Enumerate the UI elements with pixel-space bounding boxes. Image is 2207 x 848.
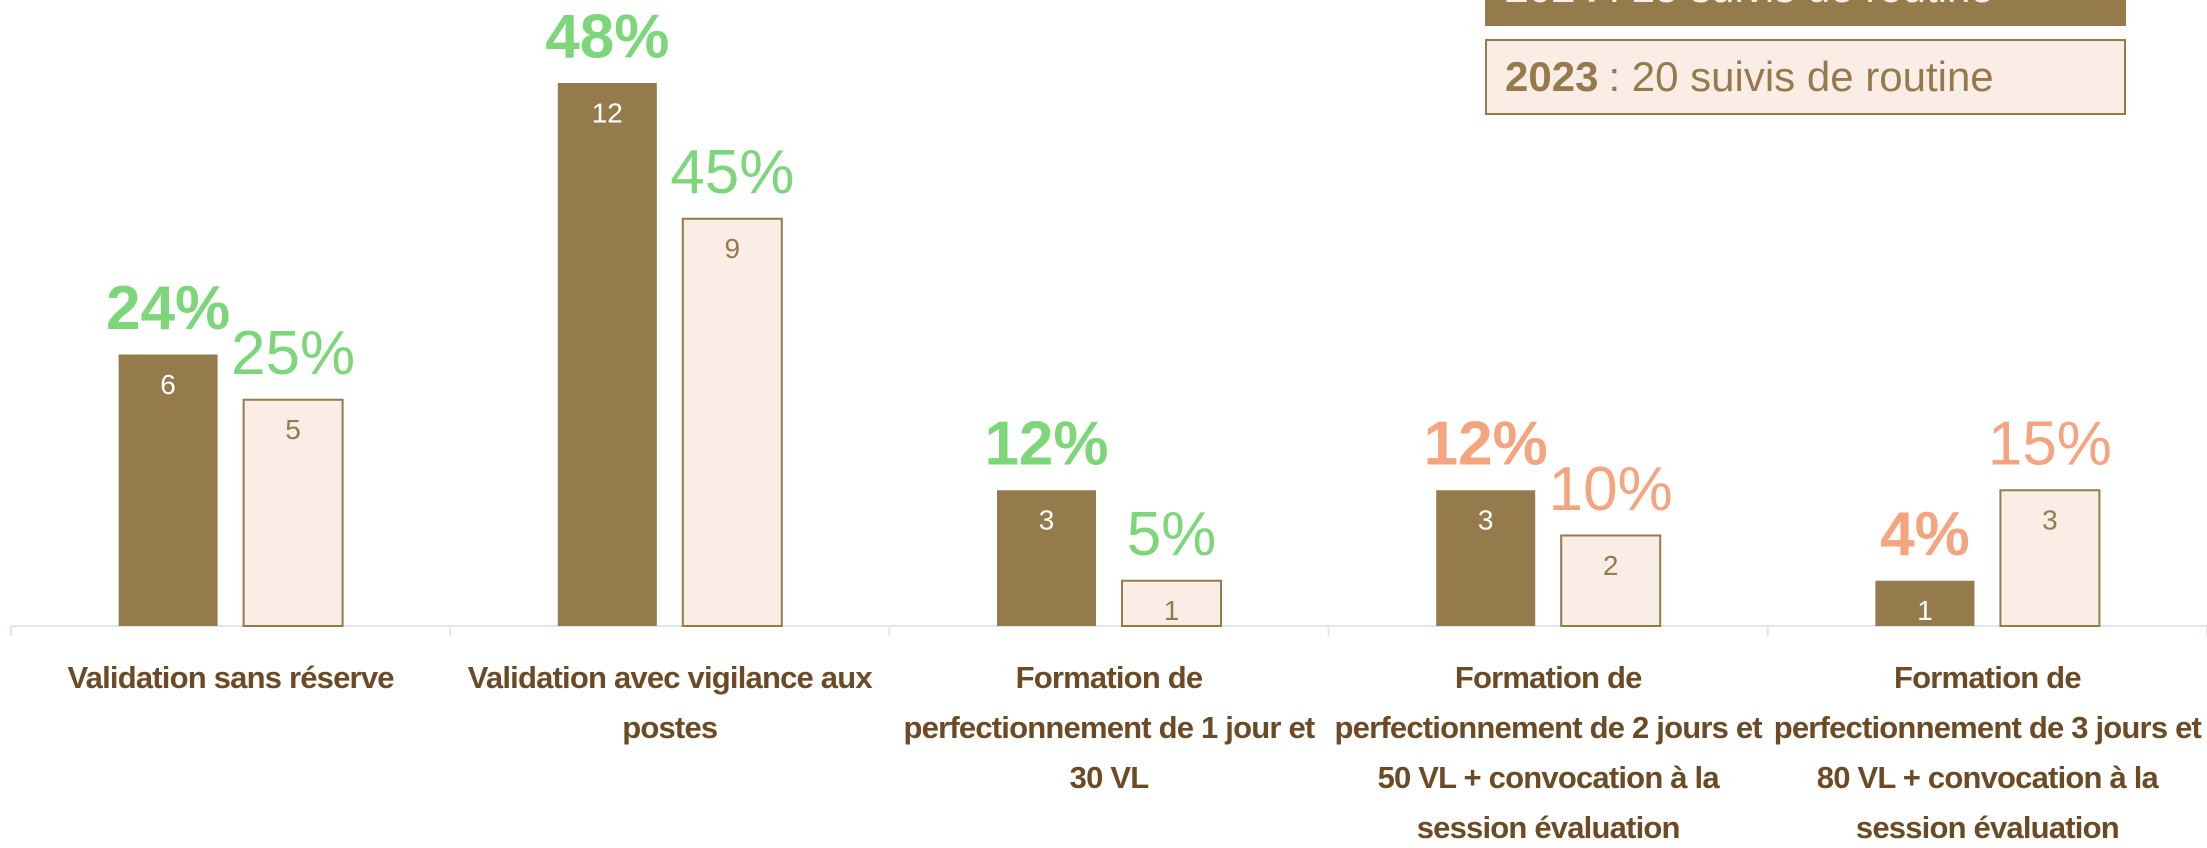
- legend-year: 2024: [1505, 0, 1598, 11]
- bar-count-label: 3: [1478, 505, 1494, 536]
- share-label: 15%: [1988, 410, 2112, 479]
- bar: [1436, 490, 1536, 626]
- bar: [1560, 534, 1662, 627]
- share-label: 48%: [545, 2, 669, 71]
- bar-count-label: 1: [1164, 595, 1180, 626]
- category-label: Formation de perfectionnement de 1 jour …: [903, 660, 1316, 795]
- legend-entry: 2023: 20 suivis de routine: [1485, 39, 2126, 115]
- bar: [1121, 579, 1222, 627]
- legend-detail: : 20 suivis de routine: [1608, 53, 1994, 100]
- share-label: 45%: [670, 138, 794, 207]
- legend-entry: 2024 : 25 suivis de routine: [1485, 0, 2126, 26]
- legend-year: 2023: [1505, 53, 1599, 100]
- bar-count-label: 5: [285, 414, 301, 445]
- bar: [1999, 489, 2101, 627]
- share-label: 12%: [1424, 410, 1548, 479]
- category-label: Validation sans réserve: [67, 660, 394, 695]
- share-label: 5%: [1127, 500, 1217, 569]
- bar: [557, 83, 657, 626]
- bar-count-label: 2: [1603, 550, 1619, 581]
- bar: [1875, 580, 1975, 626]
- bar: [997, 490, 1096, 626]
- bar-count-label: 12: [592, 97, 623, 128]
- bar-count-label: 3: [2042, 505, 2058, 536]
- bar-count-label: 1: [1917, 595, 1933, 626]
- bar-count-label: 3: [1039, 505, 1055, 536]
- bar-count-label: 6: [160, 369, 176, 400]
- category-label: Validation avec vigilance aux postes: [467, 660, 873, 745]
- legend-detail: : 25 suivis de routine: [1608, 0, 1993, 11]
- bar: [118, 354, 218, 626]
- share-label: 10%: [1549, 455, 1673, 524]
- share-label: 25%: [231, 319, 355, 388]
- bar-count-label: 9: [725, 233, 741, 264]
- bar: [681, 217, 783, 627]
- share-label: 4%: [1880, 500, 1970, 569]
- category-label: Formation de perfectionnement de 2 jours…: [1334, 660, 1763, 845]
- share-label: 24%: [106, 274, 230, 343]
- category-label: Formation de perfectionnement de 3 jours…: [1773, 660, 2202, 845]
- bar: [242, 398, 344, 627]
- share-label: 12%: [984, 410, 1108, 479]
